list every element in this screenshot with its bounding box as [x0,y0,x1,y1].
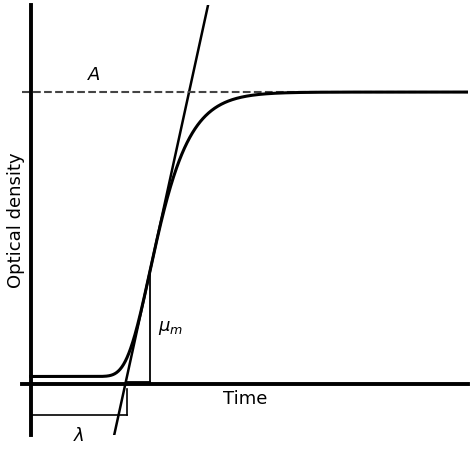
Text: $\lambda$: $\lambda$ [73,426,85,444]
Text: A: A [88,66,100,84]
Text: $\mu_m$: $\mu_m$ [158,318,183,336]
X-axis label: Time: Time [223,390,267,407]
Y-axis label: Optical density: Optical density [7,152,25,288]
